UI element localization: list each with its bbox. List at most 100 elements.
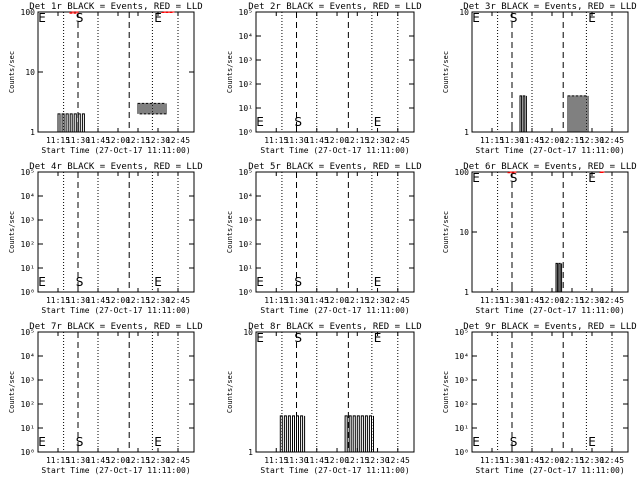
plot-frame (471, 11, 629, 133)
y-tick-label: 10⁵ (239, 8, 253, 17)
panel-title: Det 7r BLACK = Events, RED = LLD (29, 322, 202, 332)
y-axis-label: Counts/sec (8, 371, 16, 413)
event-marker-S: S (294, 275, 302, 289)
x-tick-label: 11:45 (86, 296, 110, 305)
events-series-segment (519, 95, 527, 133)
y-tick-label: 10⁰ (21, 448, 35, 457)
panel-title: Det 5r BLACK = Events, RED = LLD (248, 162, 421, 172)
x-tick-label: 11:30 (284, 296, 308, 305)
event-marker-E: E (256, 115, 264, 129)
y-tick-label: 10³ (239, 56, 253, 65)
plot-frame (255, 171, 415, 293)
event-marker-S: S (510, 171, 518, 185)
x-tick-label: 12:45 (386, 456, 410, 465)
x-tick-label: 12:30 (365, 136, 389, 145)
x-tick-label: 12:45 (166, 136, 190, 145)
events-series-segment (57, 113, 85, 133)
x-tick-label: 11:45 (86, 456, 110, 465)
x-tick-label: 11:45 (305, 456, 329, 465)
events-series-segment (567, 95, 589, 133)
x-tick-label: 12:30 (580, 136, 604, 145)
x-axis-label: Start Time (27-Oct-17 11:11:00) (41, 146, 190, 155)
x-tick-label: 12:15 (560, 136, 584, 145)
x-tick-label: 12:45 (600, 296, 624, 305)
y-tick-label: 1 (464, 288, 469, 297)
y-tick-label: 100 (455, 168, 470, 177)
events-series-segment (555, 262, 563, 293)
y-tick-label: 10³ (455, 376, 469, 385)
x-tick-label: 12:45 (166, 456, 190, 465)
y-tick-label: 10³ (239, 216, 253, 225)
y-axis-label: Counts/sec (442, 371, 450, 413)
y-tick-label: 1 (248, 448, 253, 457)
y-tick-label: 10¹ (239, 104, 253, 113)
x-tick-label: 12:15 (126, 456, 150, 465)
panel-4: Det 4r BLACK = Events, RED = LLD11:1511:… (8, 162, 203, 315)
x-tick-label: 11:45 (520, 136, 544, 145)
y-tick-label: 10¹ (21, 424, 35, 433)
event-marker-E: E (472, 435, 480, 449)
y-tick-label: 10 (459, 8, 469, 17)
event-marker-E: E (472, 11, 480, 25)
event-marker-E: E (374, 275, 382, 289)
panel-title: Det 9r BLACK = Events, RED = LLD (463, 322, 636, 332)
lld-series-segment (69, 11, 79, 14)
x-tick-label: 12:45 (600, 456, 624, 465)
x-axis-label: Start Time (27-Oct-17 11:11:00) (475, 466, 624, 475)
x-tick-label: 12:00 (106, 136, 130, 145)
y-tick-label: 10³ (21, 376, 35, 385)
y-tick-label: 10 (459, 228, 469, 237)
x-tick-label: 12:00 (325, 136, 349, 145)
x-tick-label: 11:45 (305, 296, 329, 305)
x-tick-label: 12:00 (106, 456, 130, 465)
events-series-segment (137, 102, 167, 115)
y-axis-label: Counts/sec (8, 211, 16, 253)
y-tick-label: 10¹ (455, 424, 469, 433)
x-tick-label: 12:15 (560, 456, 584, 465)
x-tick-label: 12:45 (600, 136, 624, 145)
x-tick-label: 12:45 (386, 136, 410, 145)
x-tick-label: 12:30 (365, 456, 389, 465)
x-tick-label: 11:30 (284, 136, 308, 145)
plot-frame (255, 331, 415, 453)
x-tick-label: 12:00 (325, 296, 349, 305)
y-tick-label: 10⁰ (239, 128, 253, 137)
x-axis-label: Start Time (27-Oct-17 11:11:00) (475, 146, 624, 155)
plot-frame (471, 331, 629, 453)
x-tick-label: 12:45 (166, 296, 190, 305)
x-axis-label: Start Time (27-Oct-17 11:11:00) (41, 306, 190, 315)
panel-3: Det 3r BLACK = Events, RED = LLD11:1511:… (442, 2, 637, 155)
y-tick-label: 10² (21, 400, 35, 409)
lld-series-segment (161, 11, 175, 13)
y-tick-label: 10² (239, 240, 253, 249)
plot-frame (37, 11, 195, 133)
plot-frame (37, 331, 195, 453)
panel-8: Det 8r BLACK = Events, RED = LLD11:1511:… (226, 322, 422, 475)
y-tick-label: 1 (30, 128, 35, 137)
y-tick-label: 10 (25, 68, 35, 77)
x-tick-label: 11:15 (264, 456, 288, 465)
x-tick-label: 11:30 (500, 456, 524, 465)
event-marker-E: E (38, 275, 46, 289)
y-axis-label: Counts/sec (226, 371, 234, 413)
panel-2: Det 2r BLACK = Events, RED = LLD 11:1511:… (226, 2, 422, 155)
event-marker-E: E (38, 11, 46, 25)
panel-title: Det 2r BLACK = Events, RED = LLD (248, 2, 421, 12)
x-tick-label: 12:15 (126, 136, 150, 145)
x-tick-label: 11:15 (264, 136, 288, 145)
x-tick-label: 11:30 (284, 456, 308, 465)
x-tick-label: 11:45 (520, 296, 544, 305)
y-tick-label: 10⁵ (239, 168, 253, 177)
event-marker-E: E (256, 275, 264, 289)
y-tick-label: 10⁴ (21, 352, 35, 361)
event-marker-S: S (294, 115, 302, 129)
x-tick-label: 12:30 (146, 296, 170, 305)
x-tick-label: 12:30 (146, 136, 170, 145)
x-tick-label: 11:15 (46, 456, 70, 465)
x-axis-label: Start Time (27-Oct-17 11:11:00) (260, 306, 409, 315)
y-axis-label: Counts/sec (226, 211, 234, 253)
x-tick-label: 11:45 (86, 136, 110, 145)
x-tick-label: 11:15 (46, 136, 70, 145)
event-marker-E: E (154, 275, 162, 289)
x-tick-label: 12:15 (560, 296, 584, 305)
